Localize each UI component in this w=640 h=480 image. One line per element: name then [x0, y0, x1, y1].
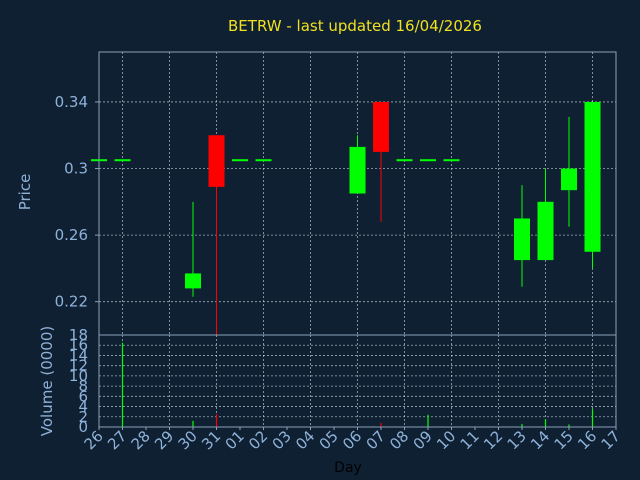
- volume-tick-label: 8: [78, 377, 88, 395]
- volume-axis-label: Volume (0000): [38, 326, 56, 436]
- candle-body: [255, 159, 272, 162]
- candle-body: [114, 159, 131, 162]
- candle-body: [349, 146, 366, 194]
- x-axis-ticks: 2627282930310102030405060708091011121314…: [81, 427, 624, 453]
- price-tick-label: 0.26: [55, 226, 88, 244]
- candle-body: [185, 273, 201, 289]
- x-axis-label: Day: [334, 460, 362, 476]
- candle-body: [584, 101, 601, 252]
- candle-body: [561, 168, 577, 191]
- volume-tick-label: 0: [78, 418, 88, 436]
- candle-body: [232, 159, 248, 162]
- volume-tick-label: 14: [69, 346, 88, 364]
- candle-body: [443, 159, 460, 162]
- price-y-ticks: 0.22 0.26 0.3 0.34: [55, 93, 99, 311]
- candle-body: [537, 201, 554, 261]
- volume-tick-label: 16: [69, 336, 88, 354]
- price-tick-label: 0.22: [55, 293, 88, 311]
- price-tick-label: 0.34: [55, 93, 88, 111]
- price-axis-label: Price: [16, 174, 34, 211]
- candle-body: [208, 135, 225, 187]
- volume-tick-label: 6: [78, 387, 88, 405]
- volume-tick-label: 12: [69, 357, 88, 375]
- volume-bars: [121, 342, 594, 427]
- price-candles: [91, 101, 601, 335]
- volume-tick-label: 10: [69, 367, 88, 385]
- volume-tick-label: 2: [78, 408, 88, 426]
- chart-title: BETRW - last updated 16/04/2026: [228, 17, 482, 35]
- volume-tick-label: 4: [78, 398, 88, 416]
- candle-body: [514, 218, 530, 261]
- candle-body: [373, 101, 389, 152]
- volume-tick-label: 18: [69, 326, 88, 344]
- candle-body: [420, 159, 436, 162]
- candle-body: [396, 159, 413, 162]
- price-tick-label: 0.3: [64, 160, 88, 178]
